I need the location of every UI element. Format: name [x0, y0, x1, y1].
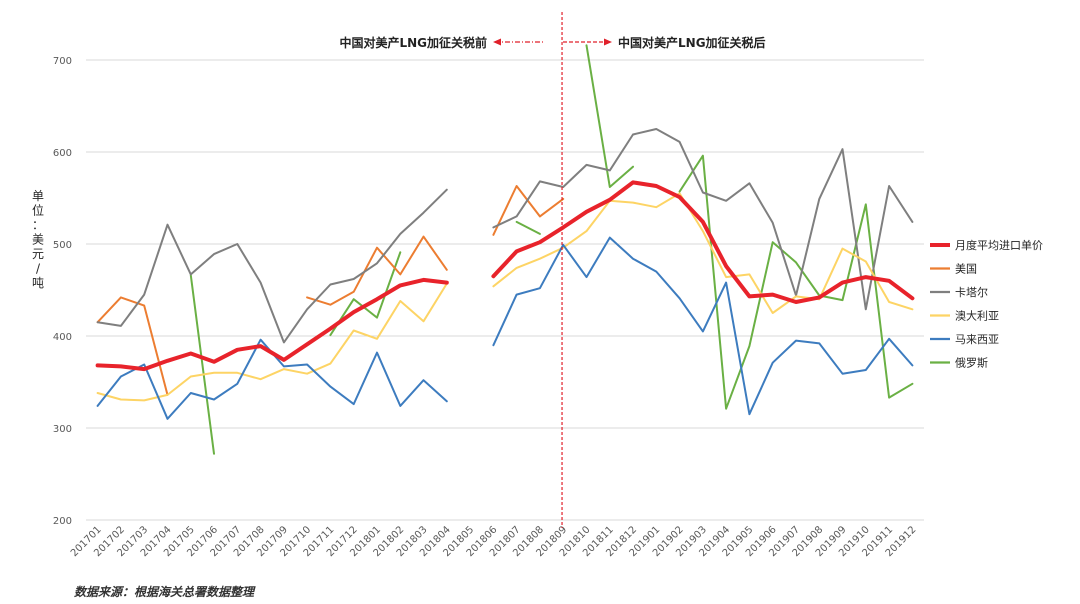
grid — [86, 59, 924, 521]
y-label-char: 单 — [32, 189, 44, 203]
series-line-5-seg-1 — [329, 251, 402, 337]
y-label-char: 元 — [32, 247, 44, 261]
series-line-0-seg-0 — [95, 277, 449, 372]
y-axis-label: 单位：美元/吨 — [32, 189, 44, 290]
series-line-1-seg-2 — [492, 185, 565, 236]
series-line-5-seg-0 — [189, 274, 215, 455]
arrow-left-head — [493, 38, 501, 46]
legend-label: 美国 — [955, 263, 977, 276]
y-tick-label: 600 — [53, 148, 72, 159]
series-line-1-seg-0 — [96, 296, 169, 396]
series-line-2-seg-1 — [492, 128, 914, 311]
series-line-3-seg-0 — [96, 282, 448, 402]
y-axis-ticks: 200 300 400 500 600 700 — [53, 56, 72, 527]
series-line-1-seg-1 — [306, 235, 448, 306]
annotation-before: 中国对美产LNG加征关税前 — [339, 35, 487, 50]
series-line-2-seg-0 — [96, 188, 448, 344]
y-tick-label: 300 — [53, 424, 72, 435]
legend-label: 俄罗斯 — [955, 357, 988, 370]
legend-label: 卡塔尔 — [955, 286, 988, 299]
legend-label: 澳大利亚 — [955, 309, 999, 323]
series-lines — [95, 44, 915, 455]
series-line-4-seg-1 — [492, 236, 914, 416]
y-label-char: / — [36, 262, 41, 276]
y-tick-label: 200 — [53, 516, 72, 527]
arrow-right-head — [604, 38, 612, 46]
legend-label: 马来西亚 — [955, 333, 999, 346]
series-line-5-seg-2 — [515, 220, 541, 235]
series-line-3-seg-1 — [492, 192, 914, 314]
y-label-char: ： — [32, 218, 44, 232]
y-tick-label: 400 — [53, 332, 72, 343]
y-label-char: 美 — [32, 233, 44, 247]
y-label-char: 吨 — [32, 276, 44, 290]
tariff-divider — [493, 12, 612, 528]
series-line-5-seg-3 — [585, 44, 634, 188]
legend-label: 月度平均进口单价 — [955, 238, 1043, 252]
series-line-0-seg-1 — [491, 180, 915, 304]
y-tick-label: 500 — [53, 240, 72, 251]
annotations: 中国对美产LNG加征关税前 中国对美产LNG加征关税后 — [339, 35, 765, 50]
source-note: 数据来源：根据海关总署数据整理 — [74, 585, 255, 599]
annotation-after: 中国对美产LNG加征关税后 — [618, 35, 766, 50]
x-axis-ticks: 2017012017022017032017042017052017062017… — [69, 524, 919, 559]
y-label-char: 位 — [32, 203, 44, 218]
y-tick-label: 700 — [53, 56, 72, 67]
